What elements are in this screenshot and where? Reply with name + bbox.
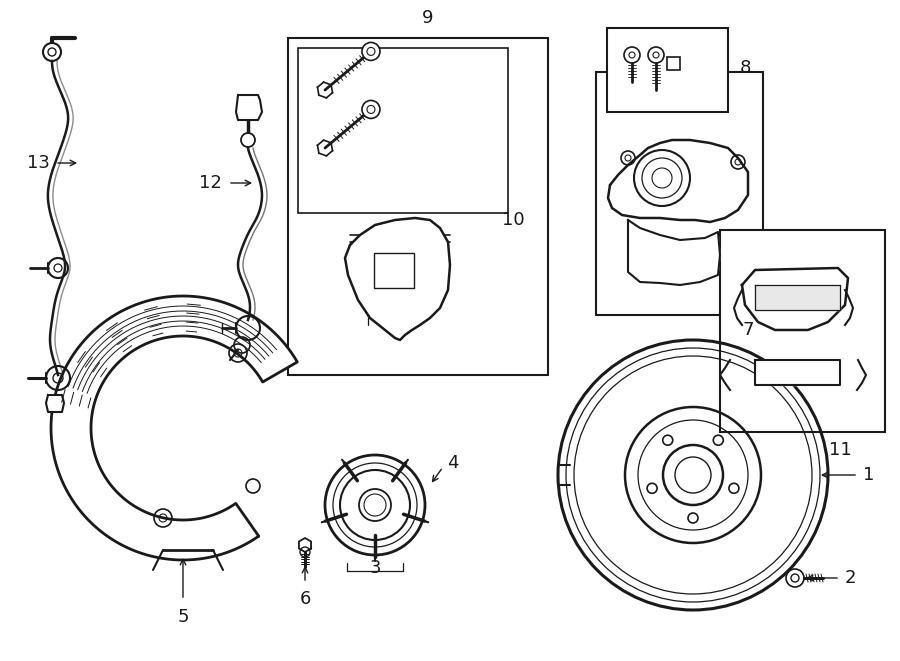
Polygon shape bbox=[755, 285, 840, 310]
Text: 11: 11 bbox=[829, 441, 851, 459]
Circle shape bbox=[634, 150, 690, 206]
Bar bbox=[667, 57, 680, 70]
Circle shape bbox=[362, 42, 380, 60]
Polygon shape bbox=[742, 268, 848, 330]
Polygon shape bbox=[345, 218, 450, 340]
Polygon shape bbox=[608, 140, 748, 222]
Bar bbox=[607, 28, 728, 112]
Text: 1: 1 bbox=[863, 466, 875, 484]
Circle shape bbox=[46, 366, 70, 390]
Bar bbox=[374, 253, 414, 288]
Polygon shape bbox=[236, 95, 262, 120]
Text: 8: 8 bbox=[740, 59, 752, 77]
Bar bbox=[596, 72, 763, 315]
Text: 13: 13 bbox=[27, 154, 50, 172]
Circle shape bbox=[241, 133, 255, 147]
Text: 4: 4 bbox=[447, 454, 458, 472]
Bar bbox=[288, 38, 548, 375]
Text: 12: 12 bbox=[199, 174, 222, 192]
Bar bbox=[298, 48, 508, 213]
Polygon shape bbox=[51, 296, 297, 560]
Circle shape bbox=[43, 43, 61, 61]
Circle shape bbox=[236, 316, 260, 340]
Text: 2: 2 bbox=[845, 569, 857, 587]
Circle shape bbox=[154, 509, 172, 527]
Text: 7: 7 bbox=[742, 321, 754, 339]
Text: 6: 6 bbox=[300, 590, 310, 608]
Text: 5: 5 bbox=[177, 608, 189, 626]
Polygon shape bbox=[46, 395, 64, 412]
Circle shape bbox=[229, 344, 247, 362]
Text: 3: 3 bbox=[369, 559, 381, 577]
Circle shape bbox=[246, 479, 260, 493]
Text: 9: 9 bbox=[422, 9, 434, 27]
Polygon shape bbox=[628, 220, 720, 285]
Circle shape bbox=[362, 100, 380, 118]
Bar bbox=[720, 230, 885, 432]
Text: 10: 10 bbox=[501, 211, 525, 229]
Polygon shape bbox=[755, 360, 840, 385]
Circle shape bbox=[48, 258, 68, 278]
